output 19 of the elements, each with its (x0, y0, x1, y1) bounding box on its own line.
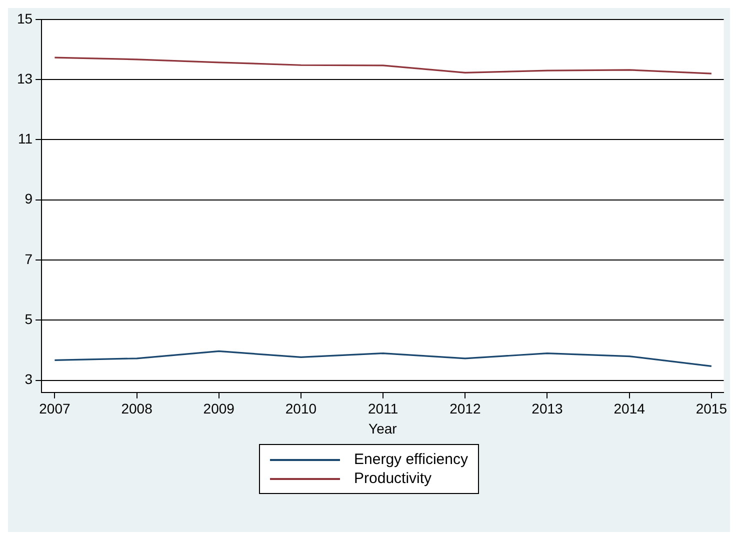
y-tick-label: 11 (18, 130, 33, 147)
x-axis-title: Year (368, 420, 398, 436)
y-tick-label: 5 (24, 311, 33, 328)
x-tick-label: 2010 (285, 400, 317, 417)
y-tick-label: 7 (24, 250, 33, 267)
x-tick-label: 2015 (696, 400, 728, 417)
x-tick-label: 2007 (39, 400, 70, 417)
x-tick-label: 2008 (121, 400, 153, 417)
y-tick-label: 3 (24, 371, 33, 388)
y-tick-label: 13 (16, 70, 33, 86)
x-tick-label: 2013 (532, 400, 564, 417)
legend-label: Productivity (354, 470, 432, 487)
legend-label: Energy efficiency (354, 451, 468, 468)
y-tick-label: 9 (24, 190, 33, 207)
x-tick-label: 2011 (368, 400, 398, 417)
x-tick-label: 2009 (203, 400, 235, 417)
x-tick-label: 2012 (450, 400, 481, 417)
x-tick-label: 2014 (614, 400, 646, 417)
y-tick-label: 15 (16, 10, 33, 26)
